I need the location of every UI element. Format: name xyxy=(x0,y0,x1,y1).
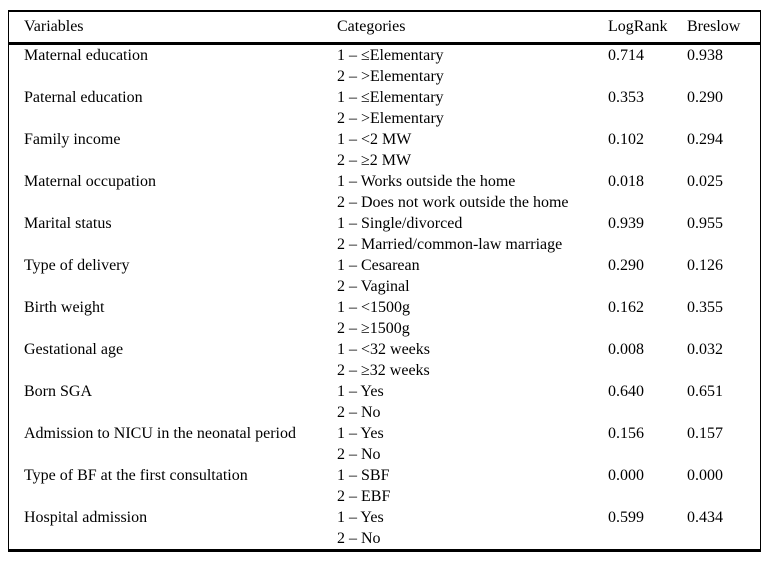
category-line-2: 2 – No xyxy=(337,404,381,421)
categories-cell: 1 – SBF 2 – EBF xyxy=(337,465,608,507)
category-line-1: 1 – <2 MW xyxy=(337,131,412,148)
table-row: Type of BF at the first consultation 1 –… xyxy=(9,465,760,507)
category-line-2: 2 – No xyxy=(337,530,381,547)
table-row: Gestational age 1 – <32 weeks 2 – ≥32 we… xyxy=(9,339,760,381)
category-line-1: 1 – Works outside the home xyxy=(337,173,516,190)
variable-cell: Born SGA xyxy=(24,383,93,400)
category-line-2: 2 – ≥2 MW xyxy=(337,152,412,169)
category-line-2: 2 – Vaginal xyxy=(337,278,410,295)
logrank-cell: 0.599 xyxy=(608,509,644,526)
variable-cell: Birth weight xyxy=(24,299,105,316)
header-categories: Categories xyxy=(337,18,406,35)
categories-cell: 1 – Single/divorced 2 – Married/common-l… xyxy=(337,213,608,255)
category-line-1: 1 – Single/divorced xyxy=(337,215,463,232)
breslow-cell: 0.938 xyxy=(687,47,723,64)
variable-cell: Admission to NICU in the neonatal period xyxy=(24,425,296,442)
breslow-cell: 0.032 xyxy=(687,341,723,358)
breslow-cell: 0.651 xyxy=(687,383,723,400)
table-header-row: Variables Categories LogRank Breslow xyxy=(9,12,760,45)
category-line-1: 1 – Yes xyxy=(337,509,384,526)
header-variables: Variables xyxy=(24,18,84,35)
category-line-1: 1 – Yes xyxy=(337,425,384,442)
breslow-cell: 0.434 xyxy=(687,509,723,526)
categories-cell: 1 – Yes 2 – No xyxy=(337,423,608,465)
breslow-cell: 0.294 xyxy=(687,131,723,148)
breslow-cell: 0.955 xyxy=(687,215,723,232)
category-line-2: 2 – ≥32 weeks xyxy=(337,362,430,379)
results-table: Variables Categories LogRank Breslow Mat… xyxy=(8,10,761,552)
breslow-cell: 0.290 xyxy=(687,89,723,106)
logrank-cell: 0.000 xyxy=(608,467,644,484)
table-row: Admission to NICU in the neonatal period… xyxy=(9,423,760,465)
logrank-cell: 0.714 xyxy=(608,47,644,64)
logrank-cell: 0.640 xyxy=(608,383,644,400)
table-row: Type of delivery 1 – Cesarean 2 – Vagina… xyxy=(9,255,760,297)
table-row: Paternal education 1 – ≤Elementary 2 – >… xyxy=(9,87,760,129)
variable-cell: Hospital admission xyxy=(24,509,148,526)
categories-cell: 1 – Works outside the home 2 – Does not … xyxy=(337,171,608,213)
categories-cell: 1 – <2 MW 2 – ≥2 MW xyxy=(337,129,608,171)
header-breslow: Breslow xyxy=(687,18,741,35)
logrank-cell: 0.008 xyxy=(608,341,644,358)
variable-cell: Marital status xyxy=(24,215,112,232)
categories-cell: 1 – Yes 2 – No xyxy=(337,381,608,423)
breslow-cell: 0.355 xyxy=(687,299,723,316)
table-row: Maternal education 1 – ≤Elementary 2 – >… xyxy=(9,45,760,87)
logrank-cell: 0.162 xyxy=(608,299,644,316)
table-row: Birth weight 1 – <1500g 2 – ≥1500g 0.162… xyxy=(9,297,760,339)
category-line-1: 1 – SBF xyxy=(337,467,390,484)
breslow-cell: 0.126 xyxy=(687,257,723,274)
logrank-cell: 0.156 xyxy=(608,425,644,442)
table-row: Maternal occupation 1 – Works outside th… xyxy=(9,171,760,213)
categories-cell: 1 – ≤Elementary 2 – >Elementary xyxy=(337,45,608,87)
table-body: Maternal education 1 – ≤Elementary 2 – >… xyxy=(9,45,760,549)
categories-cell: 1 – <32 weeks 2 – ≥32 weeks xyxy=(337,339,608,381)
breslow-cell: 0.025 xyxy=(687,173,723,190)
category-line-1: 1 – Yes xyxy=(337,383,384,400)
logrank-cell: 0.290 xyxy=(608,257,644,274)
category-line-2: 2 – No xyxy=(337,446,381,463)
categories-cell: 1 – Yes 2 – No xyxy=(337,507,608,549)
variable-cell: Maternal education xyxy=(24,47,148,64)
table-row: Hospital admission 1 – Yes 2 – No 0.599 … xyxy=(9,507,760,549)
category-line-1: 1 – <32 weeks xyxy=(337,341,431,358)
category-line-1: 1 – Cesarean xyxy=(337,257,420,274)
category-line-1: 1 – ≤Elementary xyxy=(337,89,444,106)
logrank-cell: 0.018 xyxy=(608,173,644,190)
category-line-2: 2 – Married/common-law marriage xyxy=(337,236,563,253)
category-line-2: 2 – ≥1500g xyxy=(337,320,410,337)
breslow-cell: 0.157 xyxy=(687,425,723,442)
category-line-2: 2 – >Elementary xyxy=(337,68,444,85)
variable-cell: Family income xyxy=(24,131,121,148)
variable-cell: Gestational age xyxy=(24,341,124,358)
table-row: Marital status 1 – Single/divorced 2 – M… xyxy=(9,213,760,255)
categories-cell: 1 – Cesarean 2 – Vaginal xyxy=(337,255,608,297)
header-logrank: LogRank xyxy=(608,18,668,35)
category-line-2: 2 – EBF xyxy=(337,488,391,505)
variable-cell: Paternal education xyxy=(24,89,143,106)
categories-cell: 1 – <1500g 2 – ≥1500g xyxy=(337,297,608,339)
table-row: Family income 1 – <2 MW 2 – ≥2 MW 0.102 … xyxy=(9,129,760,171)
categories-cell: 1 – ≤Elementary 2 – >Elementary xyxy=(337,87,608,129)
category-line-2: 2 – >Elementary xyxy=(337,110,444,127)
category-line-1: 1 – ≤Elementary xyxy=(337,47,444,64)
variable-cell: Type of delivery xyxy=(24,257,130,274)
logrank-cell: 0.939 xyxy=(608,215,644,232)
logrank-cell: 0.353 xyxy=(608,89,644,106)
table-row: Born SGA 1 – Yes 2 – No 0.640 0.651 xyxy=(9,381,760,423)
category-line-1: 1 – <1500g xyxy=(337,299,411,316)
variable-cell: Maternal occupation xyxy=(24,173,156,190)
logrank-cell: 0.102 xyxy=(608,131,644,148)
category-line-2: 2 – Does not work outside the home xyxy=(337,194,569,211)
breslow-cell: 0.000 xyxy=(687,467,723,484)
variable-cell: Type of BF at the first consultation xyxy=(24,467,248,484)
